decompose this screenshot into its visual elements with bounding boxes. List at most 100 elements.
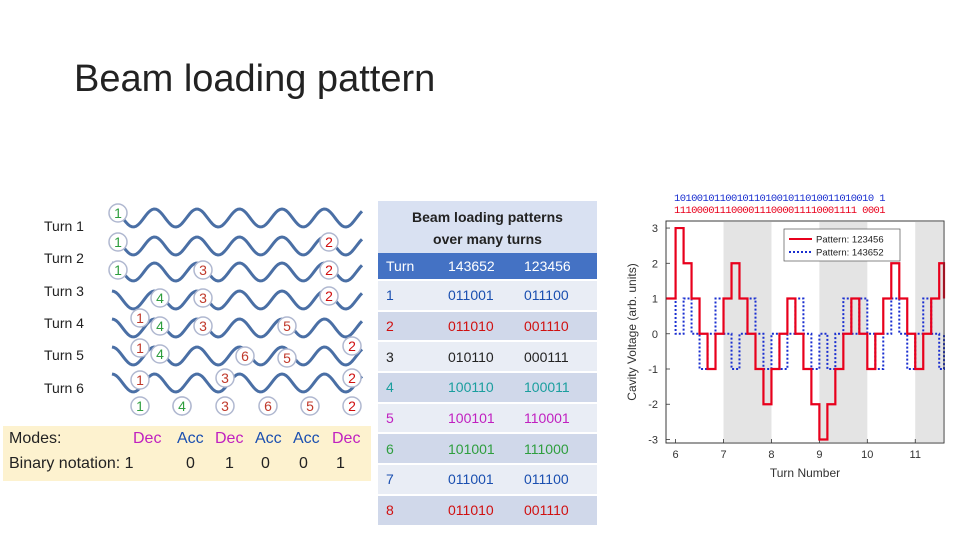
bunch-number: 2: [325, 234, 333, 250]
table-row: 8 011010 001110: [378, 495, 597, 525]
cell-pattern-b: 111000: [524, 440, 569, 457]
y-tick-label: 2: [652, 258, 658, 270]
bunch-ring: [150, 288, 170, 308]
top-bits-red: 11100001110000111000011110001111 0001: [674, 205, 885, 217]
cell-pattern-b: 001110: [524, 502, 569, 519]
series-line: [666, 297, 945, 370]
turn-label: Turn 6: [44, 380, 84, 396]
table-header-row: Turn 143652 123456: [378, 253, 597, 279]
cell-turn: 7: [386, 471, 394, 488]
y-tick-label: 3: [652, 223, 658, 235]
top-bits-blue: 10100101100101101001011010011010010 1: [674, 193, 885, 205]
mode-word: Dec: [133, 430, 162, 447]
bunch-number: 1: [114, 205, 122, 221]
wave-line: [111, 317, 364, 339]
bunch-ring: [130, 396, 150, 416]
cell-pattern-a: 100101: [448, 410, 495, 427]
cell-pattern-b: 011100: [524, 287, 569, 304]
bunch-ring: [319, 260, 339, 280]
binary-label: Binary notation: 1: [9, 455, 134, 472]
cell-pattern-a: 011001: [448, 287, 494, 304]
cell-turn: 6: [386, 440, 394, 457]
bunch-ring: [235, 346, 255, 366]
y-tick-label: 0: [652, 329, 658, 341]
bunch-ring: [215, 396, 235, 416]
bunch-number: 3: [221, 398, 229, 414]
bunch-ring: [193, 288, 213, 308]
bunch-number: 2: [348, 398, 356, 414]
bunch-number: 3: [199, 290, 207, 306]
bunch-ring: [130, 338, 150, 358]
bunch-number: 1: [136, 310, 144, 326]
bunch-number: 6: [241, 348, 249, 364]
x-tick-label: 9: [816, 449, 822, 461]
bunch-ring: [108, 232, 128, 252]
shaded-turn: [915, 221, 944, 443]
plot-frame: [665, 220, 945, 444]
cell-pattern-a: 100110: [448, 379, 494, 396]
patterns-table: Beam loading patterns over many turns Tu…: [378, 201, 597, 527]
cell-pattern-b: 011100: [524, 471, 569, 488]
bunch-number: 6: [264, 398, 272, 414]
bunch-ring: [108, 203, 128, 223]
bunch-ring: [130, 370, 150, 390]
bunch-number: 1: [136, 372, 144, 388]
mode-word: Dec: [332, 430, 361, 447]
turn-label: Turn 3: [44, 283, 84, 299]
mode-word: Acc: [177, 430, 204, 447]
bunch-ring: [319, 286, 339, 306]
mode-word: Acc: [255, 430, 282, 447]
bunch-ring: [193, 260, 213, 280]
voltage-chart: 10100101100101101001011010011010010 1111…: [625, 193, 946, 480]
bunch-ring: [130, 308, 150, 328]
bunch-number: 5: [283, 318, 291, 334]
modes-box: Modes: Binary notation: 1 Dec Acc Dec Acc Ac…: [3, 426, 371, 481]
cell-pattern-a: 011010: [448, 502, 494, 519]
x-tick-label: 8: [768, 449, 774, 461]
bunch-ring: [342, 336, 362, 356]
bunch-ring: [277, 348, 297, 368]
x-tick-label: 6: [673, 449, 679, 461]
cell-turn: 5: [386, 410, 394, 427]
table-row: 5 100101 110001: [378, 403, 597, 433]
cell-pattern-a: 011010: [448, 318, 494, 335]
y-tick-label: 1: [652, 294, 658, 306]
bunch-number: 2: [348, 370, 356, 386]
bunch-number: 4: [156, 318, 164, 334]
binary-digit: 0: [299, 455, 308, 472]
binary-digit: 1: [225, 455, 234, 472]
y-tick-label: -1: [648, 364, 658, 376]
wave-line: [111, 372, 364, 394]
legend-label: Pattern: 123456: [816, 235, 884, 246]
y-tick-label: -2: [648, 399, 658, 411]
legend-label: Pattern: 143652: [816, 248, 884, 259]
bunch-ring: [277, 316, 297, 336]
binary-digit: 0: [261, 455, 270, 472]
header-turn: Turn: [386, 258, 415, 274]
modes-label: Modes:: [9, 430, 62, 447]
wave-line: [111, 261, 364, 283]
x-tick-label: 7: [720, 449, 726, 461]
bunch-number: 4: [178, 398, 186, 414]
cell-pattern-b: 100011: [524, 379, 570, 396]
cell-pattern-a: 010110: [448, 348, 494, 365]
bunch-number: 2: [348, 338, 356, 354]
mode-word: Dec: [215, 430, 244, 447]
turn-label: Turn 2: [44, 250, 84, 266]
bunch-ring: [300, 396, 320, 416]
y-tick-label: -3: [648, 434, 658, 446]
wave-line: [111, 207, 364, 229]
cell-pattern-b: 110001: [524, 410, 570, 427]
cell-pattern-b: 001110: [524, 318, 569, 335]
turn-label: Turn 5: [44, 347, 84, 363]
header-pattern-a: 143652: [448, 258, 495, 274]
series-line: [666, 226, 946, 441]
bunch-ring: [172, 396, 192, 416]
y-axis-label: Cavity Voltage (arb. units): [625, 263, 639, 400]
table-title: Beam loading patterns over many turns: [378, 201, 597, 253]
table-row: 7 011001 011100: [378, 465, 597, 494]
table-title-line1: Beam loading patterns: [412, 209, 563, 225]
bunch-number: 1: [136, 340, 144, 356]
cell-pattern-a: 101001: [448, 440, 495, 457]
bunch-ring: [258, 396, 278, 416]
